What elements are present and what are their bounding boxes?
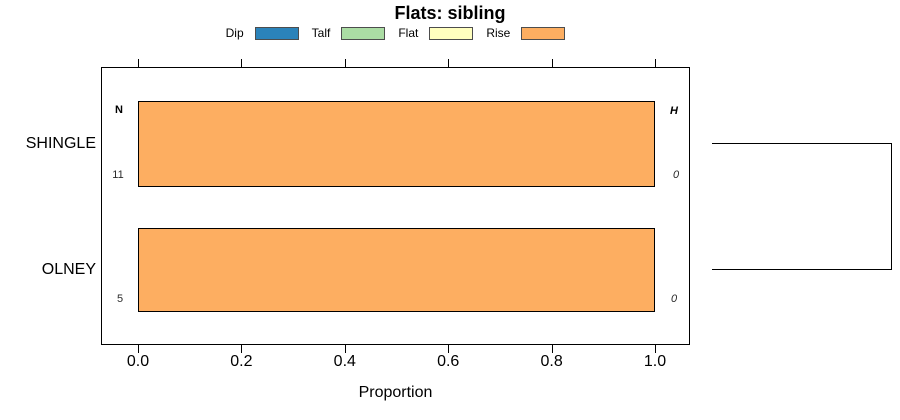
legend-item-talf: Talf [312,27,386,40]
bar-segment-rise [139,102,654,186]
legend-item-rise: Rise [486,26,566,40]
x-axis-label: Proportion [358,384,433,401]
h-value-olney: 0 [670,293,678,305]
x-axis-bottom-tick [551,345,553,353]
x-axis-tick-label: 0.2 [230,353,253,370]
x-axis-top-tick [241,59,243,67]
x-axis-top-tick [551,59,553,67]
category-label-shingle: SHINGLE [25,135,96,152]
h-value-shingle: 0 [672,169,680,181]
x-axis-top-tick [138,59,139,67]
legend-label: Dip [225,26,244,40]
x-axis-top-tick [344,59,346,67]
x-axis-tick-label: 0.6 [437,353,460,370]
col-header-n: N [115,104,123,116]
x-axis-tick-label: 1.0 [643,353,667,370]
legend: Dip Talf Flat Rise [101,25,690,42]
legend-swatch-talf [341,27,386,40]
legend-item-dip: Dip [226,27,299,40]
col-header-h: H [670,105,678,117]
legend-swatch-rise [521,27,566,40]
x-axis-tick-label: 0.8 [540,353,563,370]
dendrogram-bracket [712,143,892,270]
x-axis-bottom-tick [655,345,656,353]
n-value-olney: 5 [116,293,124,305]
legend-item-flat: Flat [398,26,474,40]
x-axis-bottom-tick [344,345,346,353]
x-axis-top-tick [655,59,656,67]
x-axis-top-tick [448,59,450,67]
x-axis-tick-label: 0.4 [333,353,356,370]
legend-swatch-dip [254,27,299,40]
bar-shingle [138,101,655,187]
x-axis-bottom-tick [448,345,450,353]
chart-title: Flats: sibling [394,3,506,23]
n-value-shingle: 11 [112,169,124,181]
bar-segment-rise [139,229,654,311]
legend-swatch-flat [429,27,474,40]
legend-label: Talf [311,26,331,40]
x-axis-bottom-tick [138,345,139,353]
x-axis-tick-label: 0.0 [126,353,150,370]
legend-label: Rise [486,26,511,40]
category-label-olney: OLNEY [41,261,96,278]
bar-olney [138,228,655,312]
x-axis-bottom-tick [241,345,243,353]
legend-label: Flat [398,26,419,40]
